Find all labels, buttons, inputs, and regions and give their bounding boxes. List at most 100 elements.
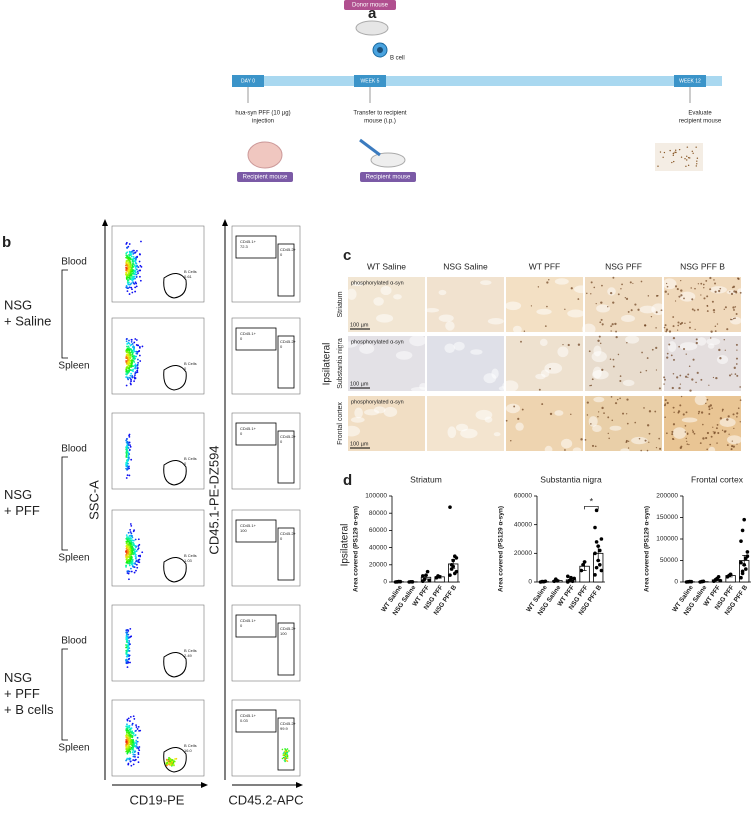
flow-plot — [231, 509, 301, 587]
stain-dot — [510, 440, 512, 442]
flow-dot — [127, 630, 130, 632]
tissue-patch — [708, 446, 716, 454]
stain-dot — [702, 283, 705, 286]
gate — [277, 717, 295, 771]
panel-letter: a — [368, 5, 377, 22]
data-point — [593, 551, 597, 556]
flow-dot — [129, 444, 131, 447]
stain-dot — [714, 330, 717, 332]
stain-dot — [697, 283, 700, 285]
data-point — [581, 563, 585, 567]
flow-dot — [139, 554, 142, 557]
stain-dot — [530, 305, 533, 307]
flow-dot — [134, 364, 137, 367]
row-label: Frontal cortex — [337, 402, 344, 445]
stain-dot — [684, 375, 688, 378]
brain-icon — [247, 141, 283, 169]
stain-dot — [732, 317, 735, 320]
flow-dot — [129, 548, 132, 551]
flow-dot — [137, 753, 140, 756]
gate-value: 0.61 — [184, 274, 193, 279]
stain-dot — [671, 433, 674, 436]
timeline — [232, 76, 722, 86]
flow-dot — [127, 362, 130, 365]
stain-dot — [646, 449, 649, 452]
flow-dot — [127, 746, 130, 749]
flow-dot — [132, 252, 135, 255]
flow-dot — [127, 537, 130, 540]
tissue-patch — [544, 445, 553, 454]
stain-dot — [706, 398, 709, 401]
data-point — [598, 563, 602, 567]
flow-dot — [134, 290, 137, 293]
flow-dot — [134, 277, 136, 280]
tissue-patch — [512, 325, 522, 334]
flow-dot — [135, 350, 138, 353]
flow-dot — [169, 759, 172, 762]
stain-dot — [646, 424, 650, 427]
data-point — [449, 567, 454, 571]
timeline-label: DAY 0 — [241, 78, 255, 84]
tissue-patch — [536, 308, 552, 315]
stain-dot — [705, 436, 708, 440]
flow-dot — [133, 380, 135, 383]
stain-dot — [570, 413, 572, 416]
flow-dot — [141, 345, 144, 348]
stain-dot — [680, 395, 683, 398]
significance-bracket — [584, 505, 599, 510]
stain-dot — [688, 326, 691, 329]
flow-dot — [135, 745, 138, 748]
gate-value: 2.49 — [184, 653, 193, 658]
stain-dot — [634, 303, 637, 306]
tissue-dot — [696, 157, 699, 159]
stain-dot — [709, 443, 712, 446]
stain-dot — [691, 308, 694, 311]
tissue-patch — [662, 278, 677, 290]
data-point — [410, 580, 415, 584]
tissue-patch — [679, 291, 696, 302]
flow-dot — [135, 285, 138, 288]
flow-dot — [132, 282, 135, 285]
tissue-patch — [639, 305, 656, 314]
stain-dot — [521, 408, 524, 411]
data-point — [582, 560, 587, 564]
flow-dot — [137, 358, 139, 361]
stain-dot — [731, 440, 733, 442]
flow-dot — [135, 743, 138, 745]
tissue-dot — [696, 163, 698, 165]
data-point — [569, 575, 573, 580]
flow-dot — [127, 641, 130, 644]
stain-dot — [691, 378, 694, 381]
flow-dot — [125, 636, 128, 639]
stain-dot — [599, 342, 602, 345]
flow-dot — [126, 451, 128, 454]
flow-dot — [139, 275, 141, 278]
flow-dot — [136, 270, 139, 273]
stain-dot — [716, 424, 719, 426]
y-axis-label: Area covered (PS129 α-syn) — [498, 506, 505, 592]
step-label: mouse (i.p.) — [364, 119, 396, 125]
flow-dot — [135, 739, 138, 742]
stain-dot — [682, 413, 685, 416]
gate-value: 0 — [184, 366, 187, 371]
tissue-patch — [607, 287, 616, 296]
flow-dot — [125, 376, 128, 378]
flow-dot — [125, 462, 127, 464]
flow-dot — [167, 758, 170, 761]
flow-dot — [130, 532, 133, 535]
flow-dot — [135, 563, 138, 566]
stain-dot — [691, 429, 694, 431]
tissue-patch — [625, 335, 640, 344]
micrograph — [585, 277, 662, 332]
stain-dot — [714, 325, 717, 328]
flow-dot — [125, 356, 128, 358]
stain-dot — [651, 348, 654, 351]
stain-dot — [546, 281, 549, 284]
flow-dot — [129, 531, 132, 533]
flow-dot — [126, 548, 129, 551]
flow-dot — [135, 275, 138, 278]
stain-dot — [523, 330, 526, 332]
flow-dot — [126, 337, 128, 340]
data-point — [453, 571, 457, 576]
stain-dot — [625, 297, 629, 300]
